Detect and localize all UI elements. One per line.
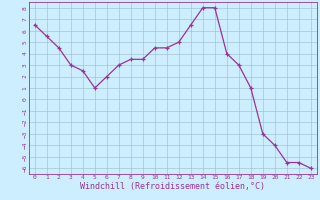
X-axis label: Windchill (Refroidissement éolien,°C): Windchill (Refroidissement éolien,°C) [80, 182, 265, 191]
